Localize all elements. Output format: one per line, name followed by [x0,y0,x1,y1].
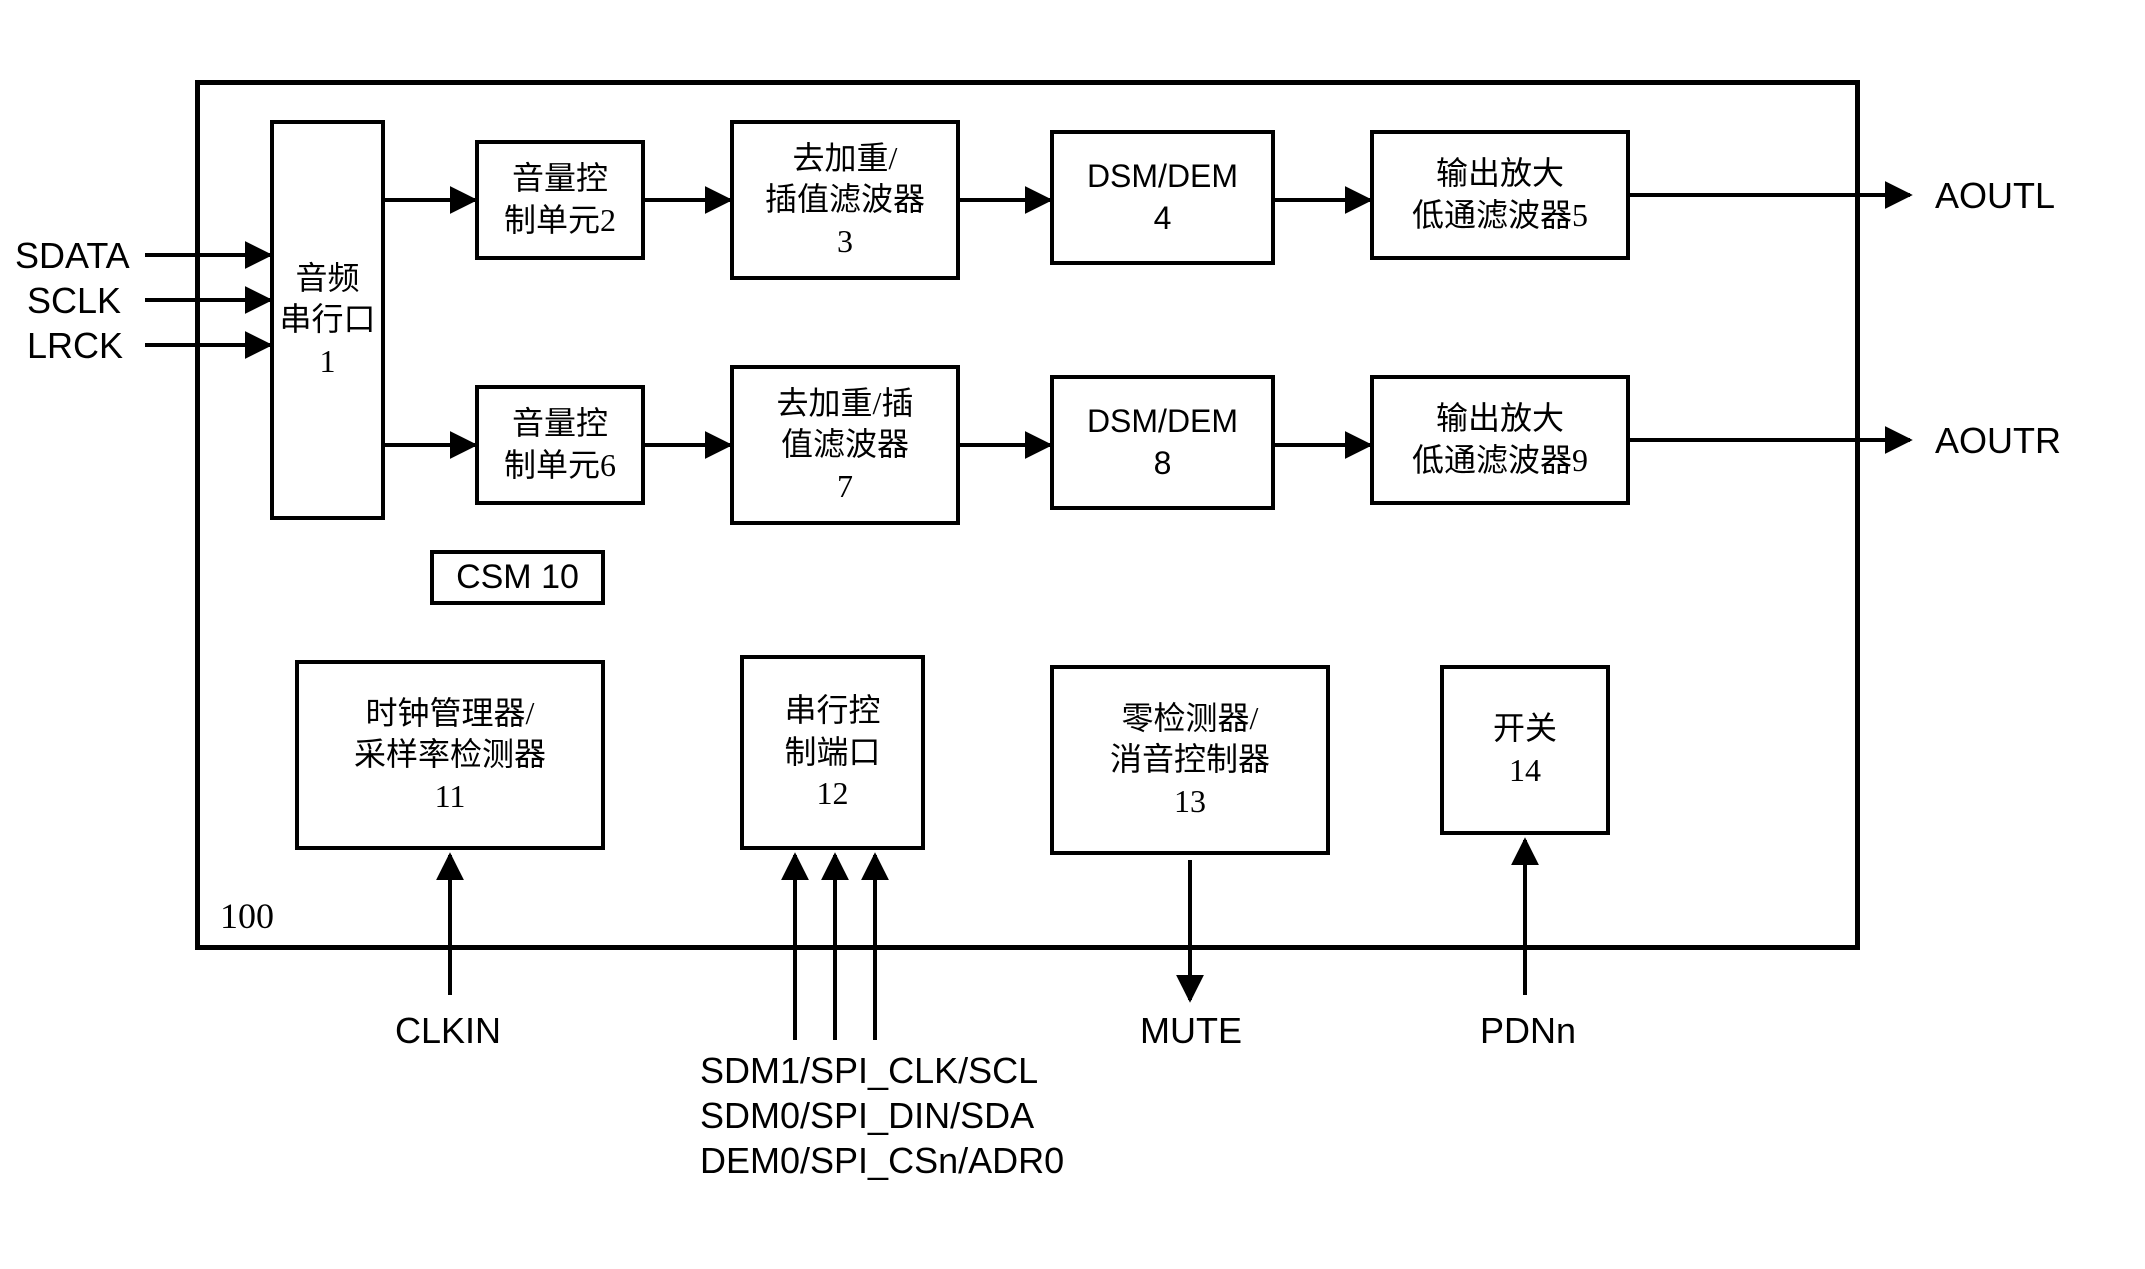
block-output-amp-lpf-5: 输出放大 低通滤波器5 [1370,130,1630,260]
block-line: 音量控 [512,403,608,445]
block-line: 输出放大 [1436,153,1564,195]
block-line: 低通滤波器5 [1412,195,1588,237]
block-deemphasis-interp-7: 去加重/插 值滤波器 7 [730,365,960,525]
block-num: 14 [1509,750,1541,792]
block-line: 输出放大 [1436,398,1564,440]
block-line: 串行控 [784,690,880,732]
diagram-root: SDATA SCLK LRCK AOUTL AOUTR CLKIN SDM1/S… [40,40,2105,1229]
block-num: 1 [320,341,336,383]
label-mute: MUTE [1140,1010,1242,1052]
block-dsm-dem-8: DSM/DEM 8 [1050,375,1275,510]
block-num: 8 [1154,443,1172,485]
block-line: 时钟管理器/ [366,693,535,735]
block-line: 去加重/插 [777,383,914,425]
block-line: 低通滤波器9 [1412,440,1588,482]
block-line: 插值滤波器 [765,179,925,221]
block-switch-14: 开关 14 [1440,665,1610,835]
block-num: 3 [837,221,853,263]
label-clkin: CLKIN [395,1010,501,1052]
block-serial-control-port-12: 串行控 制端口 12 [740,655,925,850]
label-serial-1: SDM1/SPI_CLK/SCL [700,1050,1038,1092]
label-aoutr: AOUTR [1935,420,2061,462]
block-output-amp-lpf-9: 输出放大 低通滤波器9 [1370,375,1630,505]
block-volume-control-2: 音量控 制单元2 [475,140,645,260]
label-pdnn: PDNn [1480,1010,1576,1052]
block-line: 音量控 [512,158,608,200]
block-num: 7 [837,466,853,508]
block-line: CSM 10 [456,555,579,599]
label-sdata: SDATA [15,235,130,277]
block-line: 零检测器/ [1122,698,1259,740]
block-csm-10: CSM 10 [430,550,605,605]
block-line: 串行口 [279,299,375,341]
label-aoutl: AOUTL [1935,175,2055,217]
block-deemphasis-interp-3: 去加重/ 插值滤波器 3 [730,120,960,280]
block-line: 去加重/ [793,138,898,180]
block-line: 制单元6 [504,445,616,487]
block-dsm-dem-4: DSM/DEM 4 [1050,130,1275,265]
block-audio-serial-port-1: 音频 串行口 1 [270,120,385,520]
block-clock-manager-11: 时钟管理器/ 采样率检测器 11 [295,660,605,850]
block-line: 音频 [295,258,359,300]
block-line: 消音控制器 [1110,739,1270,781]
block-num: 4 [1154,198,1172,240]
block-num: 11 [435,776,466,818]
block-num: 12 [817,773,849,815]
block-zero-detector-mute-13: 零检测器/ 消音控制器 13 [1050,665,1330,855]
block-line: 采样率检测器 [354,734,546,776]
block-line: DSM/DEM [1087,156,1238,198]
label-serial-3: DEM0/SPI_CSn/ADR0 [700,1140,1064,1182]
block-line: 值滤波器 [781,424,909,466]
block-line: 开关 [1493,708,1557,750]
block-num: 13 [1174,781,1206,823]
block-line: 制端口 [784,732,880,774]
block-line: DSM/DEM [1087,401,1238,443]
label-sclk: SCLK [27,280,121,322]
block-line: 制单元2 [504,200,616,242]
label-serial-2: SDM0/SPI_DIN/SDA [700,1095,1034,1137]
chip-id-100: 100 [220,895,274,937]
label-lrck: LRCK [27,325,123,367]
block-volume-control-6: 音量控 制单元6 [475,385,645,505]
